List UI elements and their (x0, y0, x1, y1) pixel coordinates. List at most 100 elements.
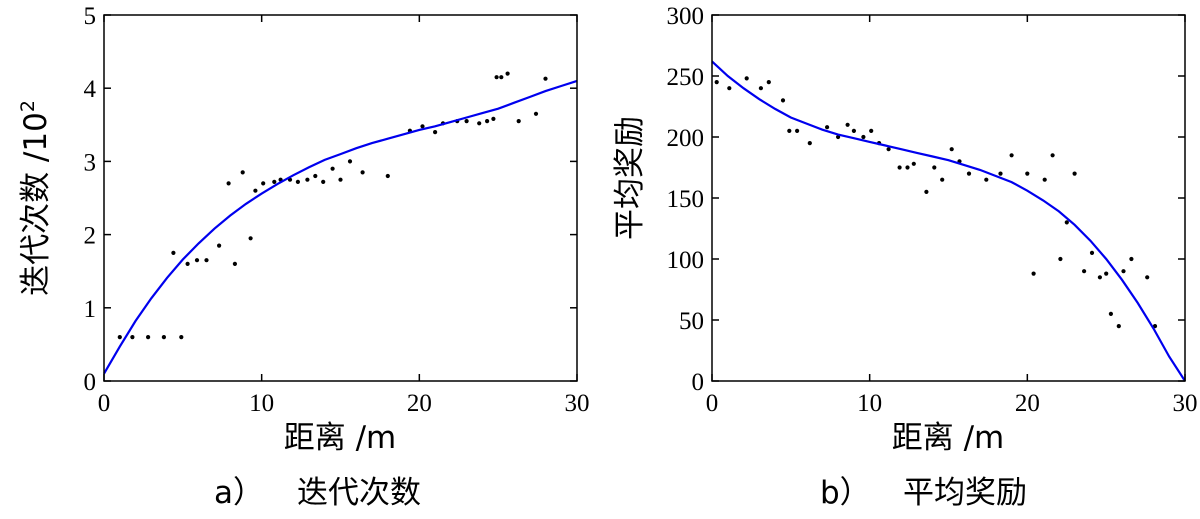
chart-b-point-36 (1082, 269, 1087, 274)
chart-b-point-5 (780, 98, 786, 103)
chart-a-point-9 (217, 243, 222, 248)
chart-b-point-12 (851, 128, 857, 133)
chart-b-point-41 (1116, 324, 1121, 329)
chart-a-point-21 (313, 173, 318, 179)
chart-a-point-36 (491, 116, 496, 121)
chart-b-point-25 (966, 171, 972, 176)
chart-b-point-26 (984, 177, 989, 182)
chart-b-ytick-label-150: 150 (667, 186, 705, 213)
chart-a-ytick-label-2: 2 (84, 223, 97, 250)
chart-b-point-38 (1097, 275, 1102, 280)
chart-a-ticks: 0 10 20 30 0 1 2 3 4 5 (84, 3, 590, 417)
chart-a-point-10 (226, 181, 231, 186)
chart-b-point-23 (949, 147, 954, 152)
chart-a-point-26 (360, 170, 365, 175)
chart-b-point-34 (1064, 220, 1069, 225)
chart-a-point-39 (505, 71, 510, 76)
chart-b-ytick-label-300: 300 (667, 3, 705, 30)
chart-b-fit-curve (711, 60, 1186, 382)
chart-a-point-2 (146, 335, 151, 340)
chart-a-point-27 (385, 173, 390, 179)
chart-a-point-38 (499, 75, 504, 80)
chart-b-point-22 (940, 177, 945, 182)
chart-a-point-13 (248, 236, 253, 241)
chart-a-point-5 (179, 335, 184, 340)
chart-a-point-3 (161, 335, 166, 340)
chart-b-point-29 (1025, 171, 1030, 176)
chart-a-xlabel: 距离 /m (284, 420, 397, 456)
chart-b-xlabel: 距离 /m (892, 420, 1005, 456)
chart-b-point-11 (845, 122, 850, 127)
chart-a-ytick-label-4: 4 (84, 76, 97, 103)
chart-b-point-20 (924, 189, 929, 194)
chart-a-point-6 (185, 261, 190, 266)
chart-b-point-2 (744, 76, 749, 81)
chart-b-point-28 (1009, 153, 1014, 158)
chart-a-point-8 (204, 258, 209, 263)
chart-a-caption-prefix: a） (214, 475, 264, 511)
chart-b-point-37 (1089, 250, 1095, 255)
chart-a-point-35 (485, 119, 490, 124)
chart-a-point-25 (347, 159, 353, 164)
chart-a-point-24 (338, 177, 343, 182)
chart-a-caption: 迭代次数 (297, 475, 421, 511)
chart-a-point-4 (171, 250, 176, 255)
chart-a-point-30 (433, 130, 438, 135)
chart-a-point-40 (516, 119, 521, 124)
chart-b-marks (711, 60, 1186, 382)
chart-b-point-0 (714, 80, 719, 85)
chart-a-point-15 (261, 181, 266, 186)
chart-a-point-12 (240, 170, 245, 175)
chart-b-point-33 (1058, 256, 1063, 262)
chart-b-point-7 (795, 128, 800, 133)
chart-b-point-14 (869, 128, 874, 133)
chart-a-point-20 (305, 177, 310, 182)
chart-a-ytick-label-1: 1 (84, 296, 97, 323)
chart-b-point-1 (727, 86, 732, 91)
chart-b-xtick-label-30: 30 (1173, 390, 1198, 417)
chart-a-point-42 (543, 76, 548, 81)
chart-b-point-35 (1072, 171, 1077, 176)
chart-b-xtick-label-10: 10 (857, 390, 882, 417)
chart-b-point-31 (1042, 177, 1047, 182)
chart-a-point-11 (232, 261, 237, 266)
chart-a-xtick-label-0: 0 (98, 390, 111, 417)
chart-b-point-18 (905, 165, 910, 170)
chart-b-point-8 (807, 141, 812, 146)
chart-b-ylabel: 平均奖励 (612, 116, 648, 240)
chart-a-ylabel-main: 迭代次数 /10 (18, 112, 54, 296)
chart-a-ylabel-exponent: 2 (17, 100, 39, 112)
chart-a-ytick-label-0: 0 (84, 369, 97, 396)
chart-b-point-19 (911, 161, 916, 166)
chart-a-point-1 (130, 335, 135, 340)
chart-b-point-9 (825, 125, 830, 130)
chart-b-ytick-label-100: 100 (667, 247, 705, 274)
chart-a-point-19 (295, 179, 300, 184)
chart-b-point-30 (1031, 271, 1036, 276)
chart-b-point-3 (758, 86, 764, 91)
chart-b-point-44 (1145, 275, 1150, 280)
chart-b-point-32 (1050, 153, 1055, 158)
chart-b-plot-frame (711, 14, 1186, 382)
chart-b-point-16 (886, 147, 891, 152)
chart-a-xtick-label-20: 20 (407, 390, 432, 417)
chart-a-point-14 (253, 188, 258, 193)
chart-a-xtick-label-10: 10 (249, 390, 274, 417)
chart-b-ytick-label-50: 50 (679, 308, 704, 335)
chart-a-ytick-label-5: 5 (84, 3, 97, 30)
chart-b-point-39 (1104, 271, 1109, 276)
chart-b-point-27 (998, 171, 1003, 176)
chart-b-ytick-label-250: 250 (667, 64, 705, 91)
chart-b-xtick-label-20: 20 (1015, 390, 1040, 417)
chart-b-ytick-label-200: 200 (667, 125, 705, 152)
chart-b-point-6 (787, 128, 792, 133)
chart-a-point-37 (494, 75, 499, 80)
chart-b-ytick-label-0: 0 (692, 369, 705, 396)
chart-a-point-0 (117, 335, 122, 340)
chart-b-caption-prefix: b） (820, 475, 871, 511)
chart-a-point-34 (477, 121, 482, 126)
